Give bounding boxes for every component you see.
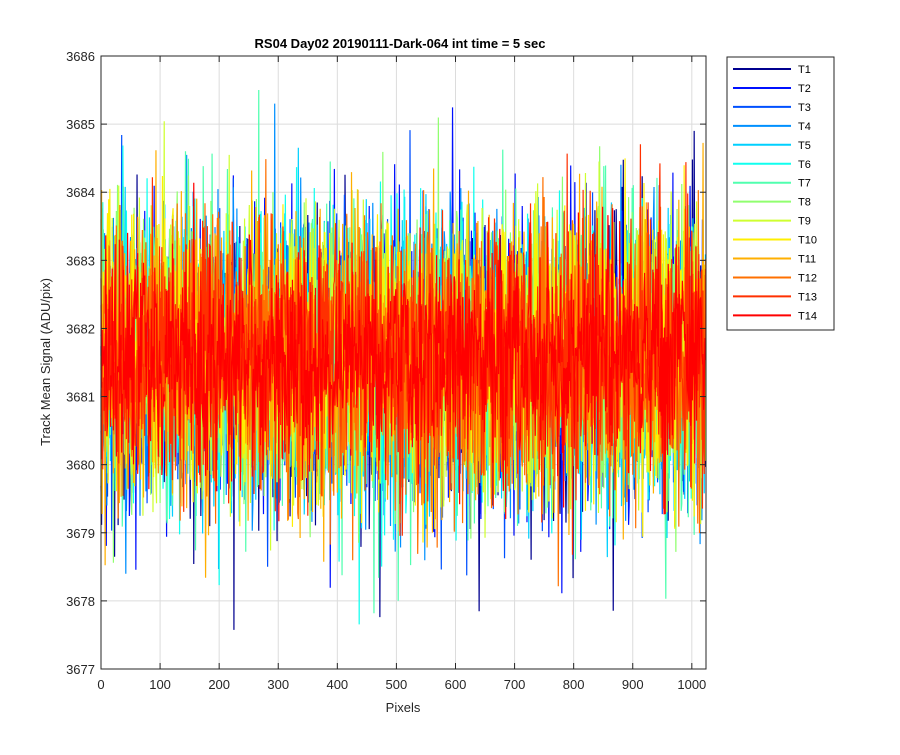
y-tick-label: 3684 (66, 185, 95, 200)
y-tick-label: 3681 (66, 390, 95, 405)
legend-label: T5 (798, 140, 811, 152)
y-tick-label: 3683 (66, 253, 95, 268)
legend-label: T11 (798, 254, 816, 266)
legend-label: T4 (798, 121, 811, 133)
x-tick-label: 300 (267, 677, 289, 692)
legend: T1 T2 T3 T4 T5 T6 T7 T8 T9 T10 T11 T12 T13 T14 (726, 56, 835, 331)
y-tick-label: 3677 (66, 662, 95, 677)
legend-label: T7 (798, 178, 811, 190)
x-tick-label: 700 (504, 677, 526, 692)
legend-label: T9 (798, 216, 811, 228)
legend-label: T6 (798, 159, 811, 171)
y-tick-label: 3680 (66, 458, 95, 473)
y-tick-label: 3682 (66, 321, 95, 336)
x-tick-label: 400 (326, 677, 348, 692)
y-tick-label: 3685 (66, 117, 95, 132)
y-axis-label: Track Mean Signal (ADU/pix) (38, 278, 53, 446)
axis-ticks: 0 100 200 300 400 500 600 700 800 900 1000 3677 3678… (66, 49, 706, 692)
legend-label: T12 (798, 272, 817, 284)
series-layer (100, 90, 707, 630)
chart-title: RS04 Day02 20190111-Dark-064 int time = … (255, 36, 546, 51)
y-tick-label: 3679 (66, 526, 95, 541)
x-tick-label: 900 (622, 677, 644, 692)
x-axis-label: Pixels (386, 700, 421, 715)
x-tick-label: 800 (563, 677, 585, 692)
legend-label: T2 (798, 83, 811, 95)
legend-box (726, 56, 835, 331)
legend-label: T3 (798, 102, 811, 114)
legend-label: T10 (798, 235, 817, 247)
y-tick-label: 3686 (66, 49, 95, 64)
x-tick-label: 600 (445, 677, 467, 692)
x-tick-label: 0 (97, 677, 104, 692)
x-tick-label: 200 (208, 677, 230, 692)
y-tick-label: 3678 (66, 594, 95, 609)
x-tick-label: 100 (149, 677, 171, 692)
x-tick-label: 500 (386, 677, 408, 692)
legend-label: T13 (798, 291, 817, 303)
axes-box (100, 55, 707, 670)
x-tick-label: 1000 (677, 677, 706, 692)
series-line-t14 (100, 182, 707, 522)
legend-label: T1 (798, 64, 811, 76)
legend-label: T14 (798, 310, 817, 322)
legend-label: T8 (798, 197, 811, 209)
